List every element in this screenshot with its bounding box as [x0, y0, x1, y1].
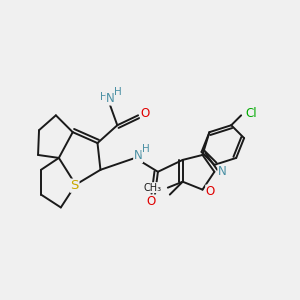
Text: H: H: [100, 92, 107, 103]
Text: O: O: [146, 195, 156, 208]
Text: S: S: [70, 179, 79, 192]
Text: N: N: [106, 92, 115, 105]
Text: H: H: [142, 144, 150, 154]
Text: O: O: [140, 107, 150, 120]
Text: O: O: [206, 185, 215, 198]
Text: N: N: [218, 165, 227, 178]
Text: Cl: Cl: [245, 107, 257, 120]
Text: H: H: [114, 86, 122, 97]
Text: N: N: [134, 149, 142, 162]
Text: CH₃: CH₃: [144, 183, 162, 193]
